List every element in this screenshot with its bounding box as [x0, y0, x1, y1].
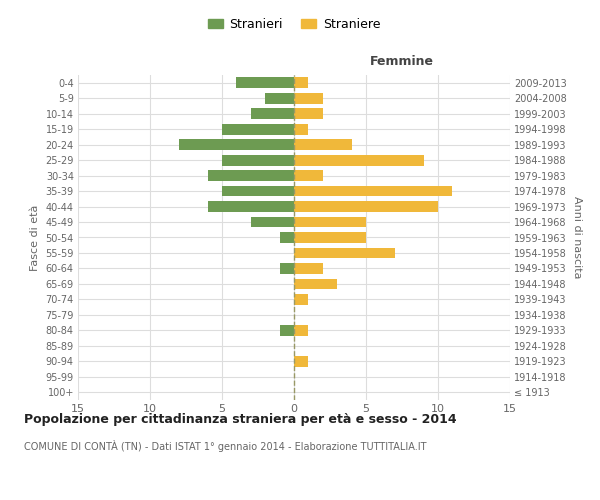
Text: Popolazione per cittadinanza straniera per età e sesso - 2014: Popolazione per cittadinanza straniera p…: [24, 412, 457, 426]
Bar: [294, 201, 438, 212]
Text: COMUNE DI CONTÀ (TN) - Dati ISTAT 1° gennaio 2014 - Elaborazione TUTTITALIA.IT: COMUNE DI CONTÀ (TN) - Dati ISTAT 1° gen…: [24, 440, 427, 452]
Bar: [280, 263, 294, 274]
Text: Femmine: Femmine: [370, 56, 434, 68]
Bar: [208, 201, 294, 212]
Y-axis label: Anni di nascita: Anni di nascita: [572, 196, 583, 279]
Bar: [294, 294, 308, 305]
Bar: [294, 139, 352, 150]
Bar: [208, 170, 294, 181]
Bar: [222, 154, 294, 166]
Bar: [294, 278, 337, 289]
Bar: [222, 186, 294, 196]
Bar: [294, 232, 366, 243]
Legend: Stranieri, Straniere: Stranieri, Straniere: [203, 13, 385, 36]
Y-axis label: Fasce di età: Fasce di età: [30, 204, 40, 270]
Bar: [265, 93, 294, 104]
Bar: [294, 93, 323, 104]
Bar: [294, 78, 308, 88]
Bar: [294, 124, 308, 134]
Bar: [179, 139, 294, 150]
Bar: [294, 216, 366, 228]
Bar: [294, 154, 424, 166]
Bar: [236, 78, 294, 88]
Bar: [294, 186, 452, 196]
Bar: [222, 124, 294, 134]
Bar: [294, 325, 308, 336]
Bar: [294, 263, 323, 274]
Bar: [294, 248, 395, 258]
Bar: [280, 325, 294, 336]
Bar: [251, 108, 294, 119]
Bar: [251, 216, 294, 228]
Bar: [294, 108, 323, 119]
Bar: [294, 356, 308, 366]
Bar: [294, 170, 323, 181]
Bar: [280, 232, 294, 243]
